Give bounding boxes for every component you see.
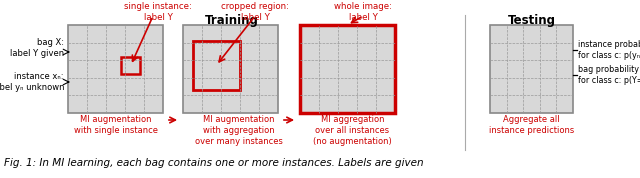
Text: bag probability
for class c: p(Y=c|X): bag probability for class c: p(Y=c|X) [578,65,640,85]
Text: Testing: Testing [508,14,556,27]
Text: MI augmentation
with aggregation
over many instances: MI augmentation with aggregation over ma… [195,115,282,146]
Text: MI aggregation
over all instances
(no augmentation): MI aggregation over all instances (no au… [313,115,392,146]
Text: whole image:
label Y: whole image: label Y [334,2,392,22]
Bar [183,25,278,113]
Bar [490,25,573,113]
Bar [68,25,163,113]
Text: instance xₙ:
label yₙ unknown: instance xₙ: label yₙ unknown [0,72,64,92]
Text: instance probability
for class c: p(yₙ=c|xₙ): instance probability for class c: p(yₙ=c… [578,40,640,60]
Bar [300,25,395,113]
Bar [121,57,140,74]
Text: bag X:
label Y given: bag X: label Y given [10,38,64,58]
Text: Training: Training [205,14,259,27]
Text: cropped region:
label Y: cropped region: label Y [221,2,289,22]
Bar [300,25,395,113]
Text: Aggregate all
instance predictions: Aggregate all instance predictions [489,115,574,135]
Text: Fig. 1: In MI learning, each bag contains one or more instances. Labels are give: Fig. 1: In MI learning, each bag contain… [4,158,424,168]
Bar [193,41,240,90]
Text: MI augmentation
with single instance: MI augmentation with single instance [74,115,157,135]
Text: single instance:
label Y: single instance: label Y [124,2,192,22]
